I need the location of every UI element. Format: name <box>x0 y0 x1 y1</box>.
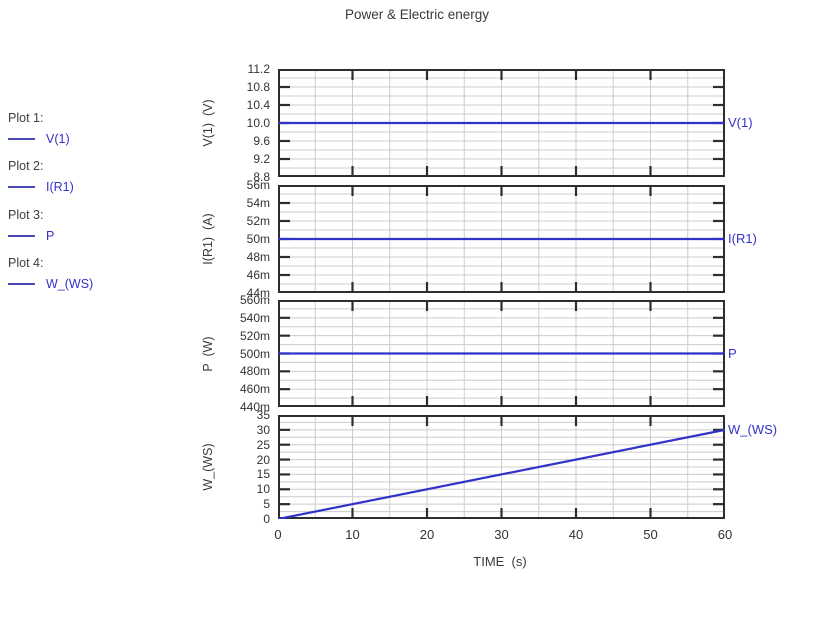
legend-plot2-signal: I(R1) <box>46 180 74 194</box>
y-tick-label: 540m <box>239 310 270 325</box>
plot3-canvas <box>278 300 725 407</box>
plot3-curve-label: P <box>728 345 737 361</box>
y-tick-label: 8.8 <box>253 170 270 184</box>
legend-plot2-label: Plot 2: <box>8 159 44 173</box>
y-tick-label: 10.8 <box>246 80 270 94</box>
x-tick-label: 10 <box>345 527 360 542</box>
y-tick-label: 560m <box>239 293 270 307</box>
plot4-curve-label: W_(WS) <box>728 421 778 437</box>
x-tick-label: 60 <box>717 527 733 542</box>
plot-frame <box>278 415 725 519</box>
legend-plot1-label: Plot 1: <box>8 111 44 125</box>
plot1-canvas <box>278 69 725 177</box>
y-tick-label: 500m <box>239 346 270 361</box>
y-tick-label: 5 <box>263 497 270 512</box>
y-tick-label: 50m <box>246 232 270 246</box>
plot2-curve-label: I(R1) <box>728 231 757 246</box>
y-tick-label: 25 <box>256 437 270 452</box>
time-axis-title: TIME (s) <box>473 554 527 569</box>
legend-plot3-label: Plot 3: <box>8 208 44 222</box>
y-tick-label: 54m <box>246 196 270 210</box>
y-tick-label: 20 <box>256 452 270 467</box>
legend-plot4-signal-row: W_(WS) <box>8 276 93 292</box>
trace-swatch-icon <box>8 186 35 188</box>
signal-trace <box>278 428 725 519</box>
trace-swatch-icon <box>8 235 35 237</box>
y-tick-label: 48m <box>246 250 270 264</box>
trace-swatch-icon <box>8 138 35 140</box>
plot2-canvas <box>278 185 725 293</box>
y-tick-label: 46m <box>246 268 270 282</box>
trace-swatch-icon <box>8 283 35 285</box>
y-tick-label: 0 <box>263 512 270 526</box>
y-tick-label: 480m <box>239 364 270 379</box>
x-tick-label: 0 <box>274 527 282 542</box>
legend-plot1-signal: V(1) <box>46 132 70 146</box>
legend-plot4-signal: W_(WS) <box>46 277 94 291</box>
legend-item-plot4: Plot 4: W_(WS) <box>8 256 158 291</box>
y-tick-label: 10.0 <box>246 116 270 130</box>
legend-plot3-signal-row: P <box>8 228 54 244</box>
y-tick-label: 56m <box>246 178 270 192</box>
y-tick-label: 520m <box>239 328 270 343</box>
y-tick-label: 44m <box>246 286 270 300</box>
chart-title: Power & Electric energy <box>344 7 490 22</box>
y-tick-label: 11.2 <box>247 62 270 76</box>
x-tick-label: 20 <box>419 527 435 542</box>
y-tick-label: 9.2 <box>253 152 270 166</box>
legend-plot1-signal-row: V(1) <box>8 131 70 147</box>
y-tick-label: 9.6 <box>253 134 270 148</box>
y-tick-label: 440m <box>239 400 270 414</box>
legend-plot2-signal-row: I(R1) <box>8 179 74 195</box>
plot1-curve-label: V(1) <box>728 115 753 130</box>
y-tick-label: 15 <box>256 467 270 482</box>
plot4-canvas <box>278 415 725 519</box>
y-tick-label: 30 <box>256 422 270 437</box>
legend-plot4-label: Plot 4: <box>8 256 44 270</box>
y-tick-label: 10.4 <box>246 98 270 112</box>
legend-item-plot3: Plot 3: P <box>8 208 158 243</box>
x-tick-label: 50 <box>643 527 658 542</box>
x-tick-label: 40 <box>568 527 584 542</box>
legend-item-plot1: Plot 1: V(1) <box>8 111 158 146</box>
y-tick-label: 10 <box>256 482 270 497</box>
y-tick-label: 35 <box>256 408 270 422</box>
y-tick-label: 460m <box>239 382 270 397</box>
legend-item-plot2: Plot 2: I(R1) <box>8 159 158 194</box>
legend-plot3-signal: P <box>46 229 55 243</box>
x-tick-label: 30 <box>494 527 509 542</box>
y-tick-label: 52m <box>246 214 270 228</box>
